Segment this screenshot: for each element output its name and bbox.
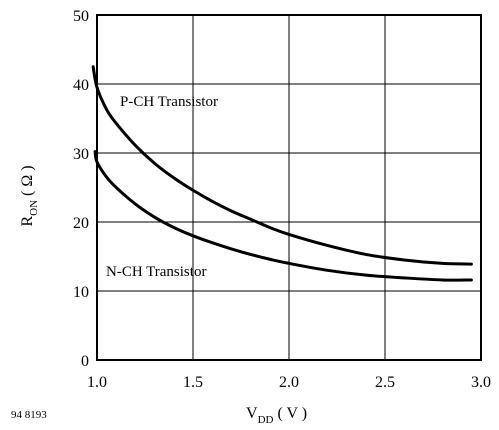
y-tick-label: 20 [73,215,89,232]
x-axis-label-unit: ( V ) [277,405,307,422]
x-tick-labels: 1.0 1.5 2.0 2.5 3.0 [87,374,491,391]
curves [91,65,473,282]
x-tick-label: 1.0 [87,374,107,391]
plot-frame [96,14,482,361]
grid [97,15,481,360]
y-axis-label-unit: ( Ω ) [19,165,36,196]
n-ch-curve [93,150,473,282]
y-tick-label: 30 [73,146,89,163]
y-tick-label: 0 [81,353,89,370]
x-axis-label-sub: DD [258,414,274,426]
y-axis-label-sub: ON [28,200,40,216]
figure-id: 94 8193 [11,409,47,421]
y-tick-labels: 0 10 20 30 40 50 [73,8,89,370]
y-tick-label: 50 [73,8,89,25]
series-label-p-ch: P-CH Transistor [120,94,218,110]
p-ch-curve [91,65,473,266]
x-tick-label: 3.0 [471,374,491,391]
x-axis-label-main: V [246,405,258,422]
x-axis-label: VDD( V ) [246,405,307,426]
x-tick-label: 2.0 [279,374,299,391]
y-tick-label: 10 [73,284,89,301]
x-tick-label: 1.5 [183,374,203,391]
x-tick-label: 2.5 [375,374,395,391]
y-axis-label-main: R [19,216,36,227]
y-axis-label: RON ( Ω ) [19,165,40,226]
series-label-n-ch: N-CH Transistor [106,264,206,280]
y-tick-label: 40 [73,77,89,94]
